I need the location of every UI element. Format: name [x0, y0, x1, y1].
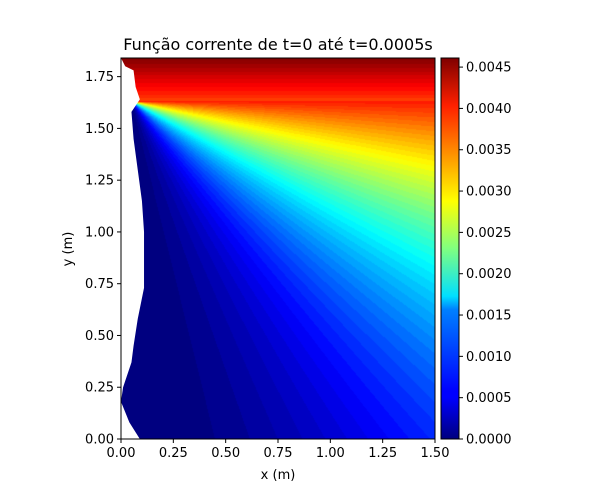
plot-area: 0.00 0.25 0.50 0.75 1.00 1.25 1.50 0.00 0.25 0.5…	[85, 57, 450, 461]
x-tick-label: 0.75	[264, 446, 293, 461]
y-tick-label: 1.50	[85, 122, 114, 137]
x-axis-ticks: 0.00 0.25 0.50 0.75 1.00 1.25 1.50	[107, 439, 450, 461]
x-tick-label: 0.50	[211, 446, 240, 461]
y-tick-label: 1.75	[85, 70, 114, 85]
colorbar-tick-label: 0.0005	[466, 391, 512, 406]
colorbar-tick-label: 0.0015	[466, 309, 512, 324]
y-axis-ticks: 0.00 0.25 0.50 0.75 1.00 1.25 1.50 1.75	[85, 70, 121, 448]
colorbar-gradient	[440, 57, 460, 440]
contour-field	[121, 58, 435, 439]
x-tick-label: 0.25	[159, 446, 188, 461]
y-tick-label: 0.50	[85, 329, 114, 344]
colorbar: 0.0000 0.0005 0.0010 0.0015 0.0020 0.0025 0.00…	[440, 57, 512, 448]
y-tick-label: 0.00	[85, 433, 114, 448]
x-tick-label: 0.00	[107, 446, 136, 461]
colorbar-tick-label: 0.0020	[466, 267, 512, 282]
empty-region-mask	[121, 58, 145, 439]
colorbar-tick-label: 0.0045	[466, 61, 512, 76]
x-axis-label: x (m)	[261, 468, 296, 483]
colorbar-ticks: 0.0000 0.0005 0.0010 0.0015 0.0020 0.0025 0.00…	[459, 61, 512, 448]
x-tick-label: 1.50	[421, 446, 450, 461]
y-tick-label: 0.25	[85, 381, 114, 396]
y-tick-label: 1.25	[85, 174, 114, 189]
x-tick-label: 1.00	[316, 446, 345, 461]
y-axis-label: y (m)	[61, 232, 76, 267]
x-tick-label: 1.25	[368, 446, 397, 461]
colorbar-tick-label: 0.0030	[466, 185, 512, 200]
colorbar-tick-label: 0.0010	[466, 350, 512, 365]
y-tick-label: 0.75	[85, 277, 114, 292]
colorbar-tick-label: 0.0040	[466, 102, 512, 117]
colorbar-tick-label: 0.0000	[466, 433, 512, 448]
colorbar-tick-label: 0.0025	[466, 226, 512, 241]
chart-title: Função corrente de t=0 até t=0.0005s	[123, 35, 432, 54]
y-tick-label: 1.00	[85, 225, 114, 240]
colorbar-tick-label: 0.0035	[466, 143, 512, 158]
